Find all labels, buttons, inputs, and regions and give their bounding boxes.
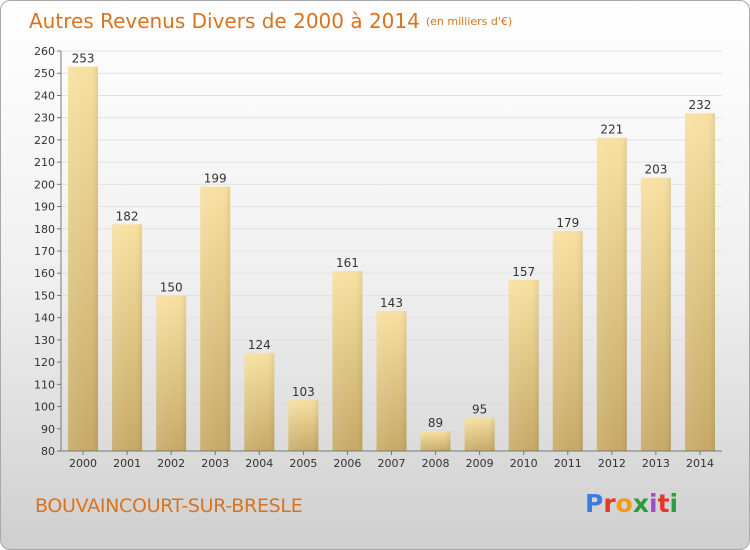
y-tick-label: 230 [34, 112, 55, 125]
x-tick-label-2012: 2012 [598, 457, 626, 470]
bar-shade-2001 [112, 224, 143, 451]
x-tick-label-2000: 2000 [69, 457, 97, 470]
y-tick-label: 110 [34, 378, 55, 391]
data-label-2000: 253 [72, 52, 95, 66]
y-tick-label: 170 [34, 245, 55, 258]
y-tick-label: 210 [34, 156, 55, 169]
commune-name: BOUVAINCOURT-SUR-BRESLE [35, 495, 303, 517]
bar-shade-2014 [684, 113, 715, 451]
y-tick-label: 120 [34, 356, 55, 369]
data-label-2014: 232 [689, 98, 712, 112]
data-label-2013: 203 [644, 163, 667, 177]
chart-title-unit: (en milliers d'€) [425, 15, 513, 28]
y-tick-label: 180 [34, 223, 55, 236]
x-axis: 2000 2001 2002 2003 2004 2005 2006 2007 2008 2009… [61, 450, 722, 470]
y-tick-label: 260 [34, 45, 55, 58]
y-tick-label: 240 [34, 89, 55, 102]
x-tick-label-2006: 2006 [333, 457, 361, 470]
data-label-2008: 89 [428, 416, 443, 430]
y-tick-label: 90 [41, 423, 55, 436]
data-label-2009: 95 [472, 403, 487, 417]
x-tick-label-2009: 2009 [466, 457, 494, 470]
data-label-2002: 150 [160, 280, 183, 294]
y-tick-label: 220 [34, 134, 55, 147]
x-tick-label-2005: 2005 [289, 457, 317, 470]
data-label-2003: 199 [204, 172, 227, 186]
proxiti-logo: Proxiti [585, 489, 679, 518]
chart-title-main: Autres Revenus Divers de 2000 à 2014 [29, 9, 420, 33]
y-tick-label: 100 [34, 401, 55, 414]
x-tick-label-2002: 2002 [157, 457, 185, 470]
data-label-2001: 182 [116, 209, 139, 223]
data-labels: 253 182 150 199 124 103 161 143 89 95 157 179 221 203… [72, 52, 712, 430]
bar-shade-2005 [288, 399, 319, 451]
x-tick-label-2010: 2010 [510, 457, 538, 470]
y-tick-label: 130 [34, 334, 55, 347]
bar-shade-2003 [200, 186, 231, 452]
chart-title: Autres Revenus Divers de 2000 à 2014 (en … [29, 9, 512, 33]
y-tick-label: 80 [41, 445, 55, 458]
y-tick-label: 200 [34, 178, 55, 191]
x-tick-label-2011: 2011 [554, 457, 582, 470]
bar-shade-2006 [332, 271, 363, 451]
data-label-2007: 143 [380, 296, 403, 310]
x-tick-label-2003: 2003 [201, 457, 229, 470]
x-tick-label-2014: 2014 [686, 457, 714, 470]
bar-shade-2000 [68, 66, 99, 452]
bar-shade-2008 [420, 431, 451, 451]
y-tick-label: 190 [34, 201, 55, 214]
bar-shade-2010 [508, 279, 539, 451]
y-axis: 80 90 100 110 120 130 140 150 160 170 180 190 200 210… [34, 45, 62, 458]
data-label-2006: 161 [336, 256, 359, 270]
data-label-2010: 157 [512, 265, 535, 279]
x-tick-label-2001: 2001 [113, 457, 141, 470]
bar-shade-2011 [552, 231, 583, 451]
bar-shade-2004 [244, 353, 275, 451]
x-tick-label-2008: 2008 [422, 457, 450, 470]
y-tick-label: 250 [34, 67, 55, 80]
bar-shade-2012 [596, 137, 627, 451]
x-tick-label-2007: 2007 [378, 457, 406, 470]
bars [68, 66, 715, 452]
bar-shade-2007 [376, 311, 407, 451]
bar-shade-2002 [156, 295, 187, 451]
data-label-2012: 221 [600, 123, 623, 137]
data-label-2004: 124 [248, 338, 271, 352]
y-tick-label: 150 [34, 289, 55, 302]
x-tick-label-2004: 2004 [245, 457, 273, 470]
data-label-2005: 103 [292, 385, 315, 399]
data-label-2011: 179 [556, 216, 579, 230]
bar-shade-2009 [464, 417, 495, 451]
x-tick-label-2013: 2013 [642, 457, 670, 470]
y-tick-label: 160 [34, 267, 55, 280]
y-tick-label: 140 [34, 312, 55, 325]
bar-shade-2013 [640, 177, 671, 451]
